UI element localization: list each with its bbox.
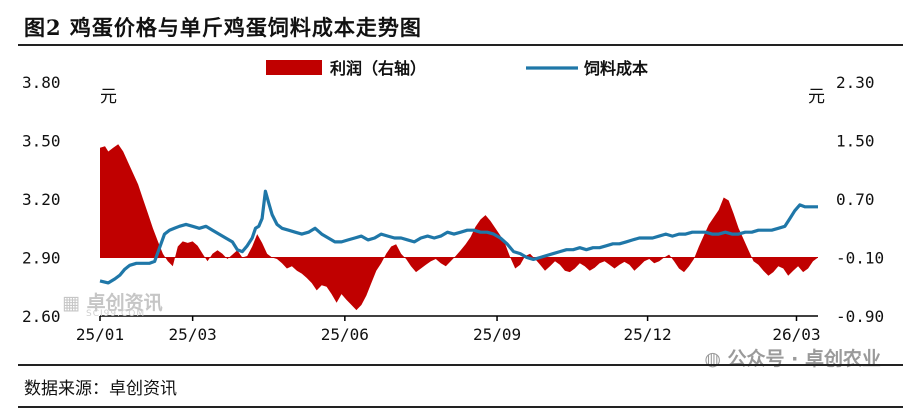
chart-area: 3.80 3.50 3.20 2.90 2.60 元 2.30 1.50 0.70 -0.10 -0… [18,46,903,364]
right-axis-unit: 元 [808,87,825,107]
logo-name: 卓创资讯 [86,292,163,314]
left-tick-label: 3.20 [22,190,61,209]
left-tick-label: 3.50 [22,132,61,151]
left-tick-label: 2.60 [22,307,61,326]
left-tick-label: 2.90 [22,249,61,268]
logo-squares-icon: ▦ [62,292,80,314]
right-tick-label: -0.10 [836,249,884,268]
chart-title: 图2 鸡蛋价格与单斤鸡蛋饲料成本走势图 [24,15,422,40]
right-tick-label: 1.50 [836,132,875,151]
sci99-logo: ▦ 卓创资讯 [62,288,163,315]
x-tick-label: 25/01 [76,325,124,344]
x-tick-label: 26/03 [772,325,820,344]
x-tick-label: 25/03 [169,325,217,344]
chart-footer: 数据来源：卓创资讯 [18,364,903,408]
right-tick-label: -0.90 [836,307,884,326]
logo-subtext: SCI99.COM [86,309,146,319]
x-tick-label: 25/12 [624,325,672,344]
legend-profit-label: 利润（右轴） [330,59,426,78]
source-note: 数据来源：卓创资讯 [24,379,177,399]
chart-header: 图2 鸡蛋价格与单斤鸡蛋饲料成本走势图 [18,8,903,46]
x-tick-label: 25/06 [321,325,369,344]
legend-profit-swatch [266,60,322,75]
left-tick-label: 3.80 [22,73,61,92]
x-tick-label: 25/09 [473,325,521,344]
feed-cost-line [99,189,818,285]
right-tick-label: 2.30 [836,73,875,92]
legend-cost-label: 饲料成本 [583,59,648,78]
chart-svg: 3.80 3.50 3.20 2.90 2.60 元 2.30 1.50 0.70 -0.10 -0… [22,59,884,344]
left-axis-unit: 元 [100,87,117,107]
right-tick-label: 0.70 [836,190,875,209]
